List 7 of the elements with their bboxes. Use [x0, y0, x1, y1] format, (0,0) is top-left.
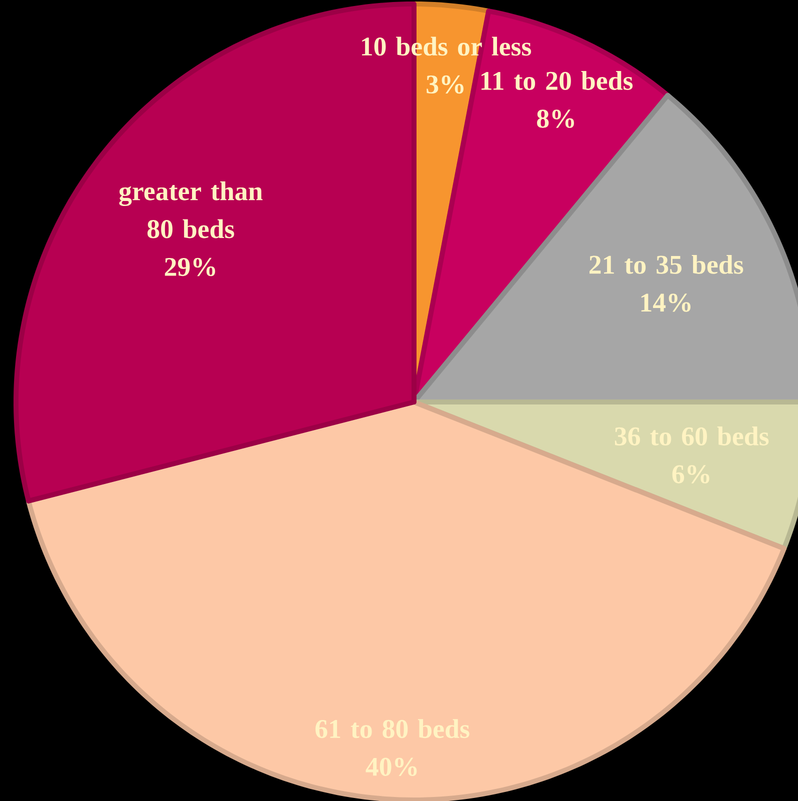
slice-label: 11 to 20 beds — [481, 71, 633, 90]
data-label: 3% — [426, 75, 464, 94]
data-label: 14% — [641, 294, 690, 312]
slice-label: 21 to 35 beds — [590, 254, 744, 274]
data-label: 8% — [537, 110, 574, 128]
slice-label: greater than 80 beds — [119, 181, 263, 238]
data-label: 29% — [164, 258, 216, 276]
